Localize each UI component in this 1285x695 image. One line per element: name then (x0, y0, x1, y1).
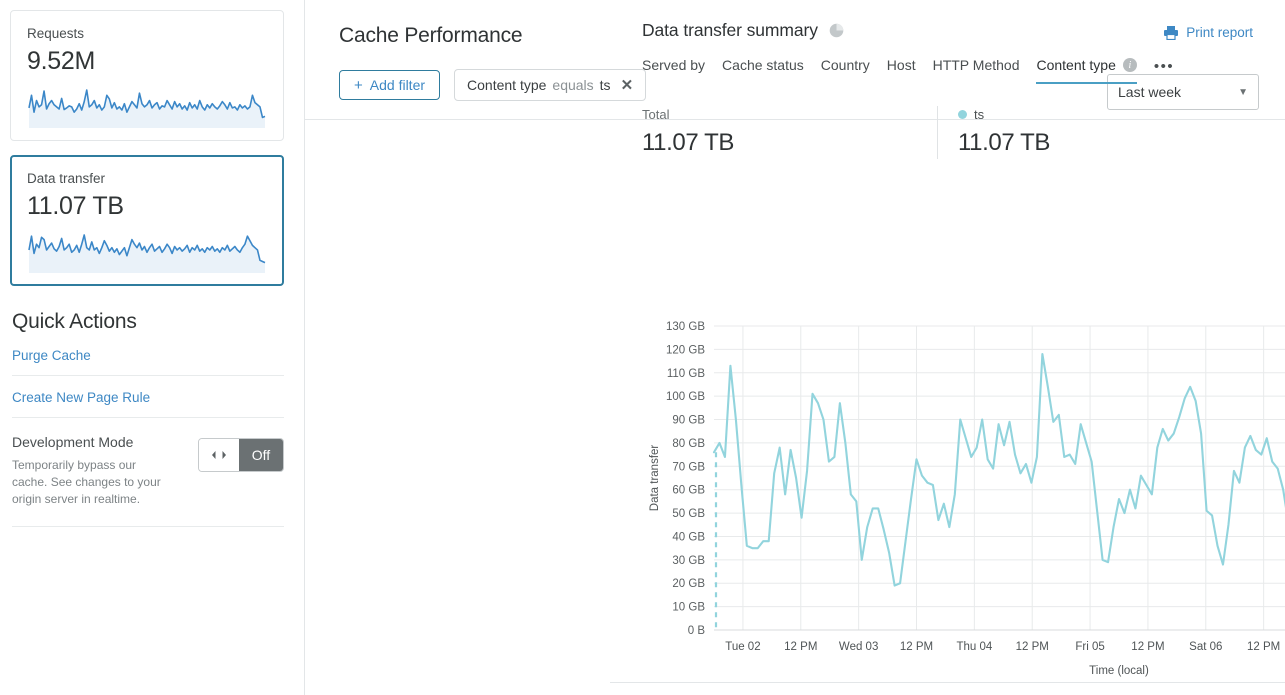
development-mode-title: Development Mode (12, 434, 134, 450)
svg-text:Sat 06: Sat 06 (1189, 641, 1222, 653)
development-mode-toggle[interactable]: Off (198, 438, 284, 472)
add-filter-button[interactable]: + Add filter (339, 70, 441, 100)
data-transfer-chart[interactable]: 130 GB 120 GB 110 GB 100 GB 90 GB 80 GB 70 GB 6… (642, 312, 1285, 677)
tab-served-by[interactable]: Served by (642, 57, 705, 84)
tab-country[interactable]: Country (821, 57, 870, 84)
svg-text:100 GB: 100 GB (666, 391, 705, 403)
metric-value: 9.52M (27, 47, 95, 75)
tab-cache-status[interactable]: Cache status (722, 57, 804, 84)
tab-label: HTTP Method (932, 57, 1020, 73)
filter-value: ts (599, 77, 611, 93)
svg-text:70 GB: 70 GB (672, 461, 705, 473)
svg-text:Tue 02: Tue 02 (725, 641, 760, 653)
sparkline-requests (27, 84, 267, 130)
total-value: 11.07 TB (642, 129, 734, 156)
total-label: Total (642, 107, 670, 122)
main-panel: Cache Performance + Add filter Content t… (305, 0, 1285, 695)
svg-text:Time (local): Time (local) (1089, 665, 1149, 677)
total-cell: Total 11.07 TB (642, 106, 937, 159)
svg-text:10 GB: 10 GB (672, 602, 705, 614)
divider (12, 417, 284, 418)
development-mode-description: Temporarily bypass our cache. See change… (12, 458, 161, 506)
quick-actions-title: Quick Actions (12, 310, 137, 333)
info-icon[interactable]: i (1122, 58, 1137, 72)
svg-text:Data transfer: Data transfer (649, 445, 661, 512)
metric-label: Data transfer (27, 171, 106, 186)
svg-text:12 PM: 12 PM (1247, 641, 1280, 653)
filter-operator: equals (552, 77, 594, 93)
close-icon[interactable]: ✕ (620, 76, 634, 94)
printer-icon (1164, 26, 1179, 40)
svg-text:60 GB: 60 GB (672, 485, 705, 497)
series-label-row: ts (958, 106, 1253, 123)
svg-text:Fri 05: Fri 05 (1075, 641, 1104, 653)
svg-text:12 PM: 12 PM (900, 641, 933, 653)
page-header: Cache Performance + Add filter Content t… (305, 0, 1285, 120)
quick-action-create-page-rule[interactable]: Create New Page Rule (12, 390, 151, 405)
tab-host[interactable]: Host (887, 57, 916, 84)
svg-text:110 GB: 110 GB (667, 368, 705, 380)
pie-chart-icon (829, 23, 844, 38)
tab-content-type[interactable]: Content type i (1036, 57, 1137, 84)
divider (12, 526, 284, 527)
summary-tabs: Served by Cache status Country Host HTTP… (642, 57, 1253, 84)
svg-text:50 GB: 50 GB (672, 508, 705, 520)
series-cell-ts: ts 11.07 TB (937, 106, 1253, 159)
tab-http-method[interactable]: HTTP Method (933, 57, 1020, 84)
svg-text:20 GB: 20 GB (672, 578, 705, 590)
filter-field: Content type (467, 77, 547, 93)
filter-row: + Add filter Content type equals ts ✕ (339, 69, 1253, 101)
metric-value: 11.07 TB (27, 192, 124, 220)
metric-card-requests[interactable]: Requests 9.52M (10, 10, 284, 141)
tab-label: Content type (1036, 57, 1116, 73)
more-tabs-button[interactable]: ••• (1153, 58, 1175, 75)
sparkline-data-transfer (27, 229, 267, 275)
add-filter-label: Add filter (369, 77, 426, 93)
svg-text:12 PM: 12 PM (784, 641, 817, 653)
quick-action-purge-cache[interactable]: Purge Cache (12, 348, 91, 363)
divider (12, 375, 284, 376)
chevron-down-icon: ▼ (1238, 86, 1248, 98)
date-range-select[interactable]: Last week ▼ (1107, 74, 1259, 110)
tab-label: Host (886, 57, 916, 73)
svg-text:Thu 04: Thu 04 (956, 641, 992, 653)
sidebar: Requests 9.52M Data transfer 11.07 TB Qu… (0, 0, 305, 695)
svg-text:12 PM: 12 PM (1131, 641, 1164, 653)
print-report-button[interactable]: Print report (1163, 25, 1253, 40)
left-right-arrow-icon (212, 451, 226, 459)
svg-text:80 GB: 80 GB (672, 438, 705, 450)
toggle-state-label: Off (239, 439, 283, 471)
svg-text:90 GB: 90 GB (672, 415, 705, 427)
svg-text:0 B: 0 B (688, 625, 706, 637)
plus-icon: + (354, 76, 363, 94)
series-value: 11.07 TB (958, 129, 1050, 156)
series-color-dot (958, 110, 967, 119)
toggle-knob[interactable] (199, 439, 239, 471)
development-mode-block: Development Mode Temporarily bypass our … (0, 418, 304, 516)
summary-title-row: Data transfer summary (642, 20, 1253, 41)
divider (610, 682, 1285, 683)
tab-label: Served by (642, 57, 706, 73)
summary-section: Data transfer summary Served by Cache st… (642, 20, 1253, 159)
svg-text:40 GB: 40 GB (672, 531, 705, 543)
svg-text:120 GB: 120 GB (666, 344, 705, 356)
svg-text:Wed 03: Wed 03 (839, 641, 878, 653)
svg-text:12 PM: 12 PM (1016, 641, 1049, 653)
metric-label: Requests (27, 26, 85, 41)
tab-label: Country (820, 57, 870, 73)
metric-card-data-transfer[interactable]: Data transfer 11.07 TB (10, 155, 284, 286)
svg-text:30 GB: 30 GB (672, 555, 705, 567)
totals-row: Total 11.07 TB ts 11.07 TB (642, 106, 1253, 159)
date-range-value: Last week (1118, 84, 1182, 100)
svg-text:130 GB: 130 GB (666, 321, 705, 333)
tab-label: Cache status (722, 57, 804, 73)
series-name: ts (974, 107, 985, 122)
summary-title: Data transfer summary (642, 20, 818, 40)
print-report-label: Print report (1186, 25, 1253, 40)
filter-pill-content-type[interactable]: Content type equals ts ✕ (454, 69, 647, 101)
page-title: Cache Performance (339, 24, 523, 47)
